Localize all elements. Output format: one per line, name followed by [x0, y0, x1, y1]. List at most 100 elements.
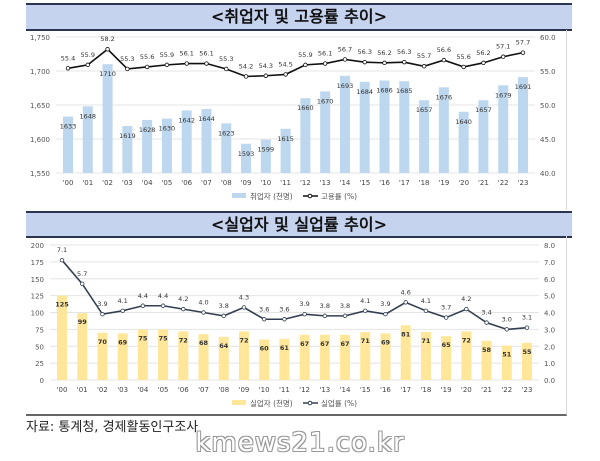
line-point: [241, 305, 247, 310]
x-tick-label: '05: [158, 386, 169, 394]
bar-value-label: 69: [118, 338, 128, 346]
y2-tick-label: 45.0: [540, 136, 556, 144]
line-point: [160, 303, 166, 308]
line-point: [100, 311, 105, 317]
bar-value-label: 61: [280, 344, 290, 352]
bar-value-label: 1670: [317, 97, 334, 105]
bar-value-label: 1679: [495, 91, 512, 99]
bar: [441, 336, 452, 380]
bar-value-label: 1623: [218, 129, 235, 137]
bar: [300, 98, 311, 173]
watermark: kmews21.co.kr: [195, 428, 405, 458]
bar-value-label: 70: [98, 338, 108, 346]
x-tick-label: '22: [501, 386, 512, 394]
bar: [218, 336, 229, 380]
bar-value-label: 1640: [455, 118, 472, 126]
line-value-label: 56.7: [338, 45, 352, 53]
bar: [137, 329, 148, 380]
y-tick-label: 0: [40, 377, 44, 385]
bar-value-label: 71: [361, 337, 371, 345]
bar-value-label: 67: [341, 340, 350, 348]
line-value-label: 55.4: [61, 54, 75, 62]
line-point: [302, 311, 307, 317]
y-tick-label: 150: [31, 276, 44, 284]
line-series: [61, 259, 528, 331]
x-tick-label: '12: [299, 386, 310, 394]
bar: [518, 77, 528, 173]
bar-value-label: 1648: [80, 112, 97, 120]
line-value-label: 55.6: [456, 53, 470, 61]
bar-value-label: 1676: [436, 93, 453, 101]
y2-tick-label: 3.0: [544, 326, 555, 334]
line-value-label: 3.9: [299, 300, 309, 308]
bar: [498, 85, 509, 173]
x-tick-label: '13: [320, 179, 331, 187]
chart-title-employment: <취업자 및 고용률 추이>: [26, 3, 572, 31]
x-tick-label: '01: [82, 179, 93, 187]
bar: [142, 119, 153, 173]
bar-value-label: 1686: [376, 87, 393, 95]
line-value-label: 3.8: [320, 302, 330, 310]
bar: [420, 332, 431, 380]
line-value-label: 3.7: [441, 304, 451, 312]
bar-value-label: 58: [482, 346, 492, 354]
bar: [122, 126, 133, 173]
line-point: [283, 72, 288, 77]
line-point: [59, 257, 65, 263]
bar-value-label: 1691: [515, 83, 532, 91]
line-value-label: 5.7: [77, 270, 87, 278]
line-point: [243, 74, 249, 79]
line-point: [184, 61, 189, 66]
x-tick-label: '16: [379, 179, 390, 187]
bar-value-label: 64: [219, 342, 229, 350]
line-value-label: 56.2: [476, 49, 490, 57]
line-point: [382, 60, 387, 66]
bar-value-label: 67: [300, 340, 309, 348]
line-point: [342, 313, 348, 319]
bar-value-label: 1710: [99, 70, 116, 78]
bar: [379, 80, 390, 173]
line-value-label: 54.3: [259, 62, 273, 70]
x-tick-label: '18: [419, 179, 430, 187]
line-value-label: 4.6: [401, 288, 411, 296]
line-point: [464, 306, 469, 312]
line-value-label: 4.1: [117, 297, 127, 305]
line-value-label: 3.1: [522, 314, 532, 322]
line-point: [520, 50, 526, 55]
bar: [399, 81, 410, 173]
x-tick-label: '12: [300, 179, 311, 187]
bar-value-label: 1657: [416, 106, 433, 114]
employment-chart: 1,550 1,600 1,650 1,700 1,750 40.0 45.0 50.0 55.…: [30, 34, 556, 201]
line-point: [105, 47, 110, 52]
line-point: [322, 61, 328, 66]
bar: [438, 87, 449, 173]
y-tick-label: 75: [35, 326, 44, 334]
legend-line-marker: [307, 193, 313, 199]
x-tick-label: '04: [137, 386, 148, 394]
line-value-label: 55.3: [120, 55, 134, 63]
line-point: [461, 64, 466, 70]
line-point: [303, 62, 308, 68]
y-tick-label: 50: [35, 343, 44, 351]
line-point: [201, 310, 206, 315]
y-tick-label: 1,550: [30, 170, 50, 178]
line-value-label: 4.2: [461, 295, 471, 303]
x-tick-label: '15: [360, 386, 371, 394]
x-tick-label: '16: [380, 386, 391, 394]
line-point: [282, 317, 287, 322]
bar-value-label: 72: [239, 336, 248, 344]
x-tick-label: '14: [340, 386, 351, 394]
bar-value-label: 1593: [238, 150, 255, 158]
y-tick-label: 200: [31, 242, 44, 250]
bar: [299, 334, 310, 380]
bar-value-label: 1642: [178, 116, 195, 124]
bar: [201, 109, 212, 173]
line-point: [363, 308, 368, 314]
x-tick-label: '11: [279, 386, 290, 394]
bar: [501, 345, 512, 380]
line-point: [144, 64, 150, 70]
x-tick-label: '22: [498, 179, 509, 187]
line-value-label: 54.2: [239, 62, 253, 70]
x-tick-label: '18: [420, 386, 431, 394]
bar-value-label: 1615: [277, 135, 294, 143]
